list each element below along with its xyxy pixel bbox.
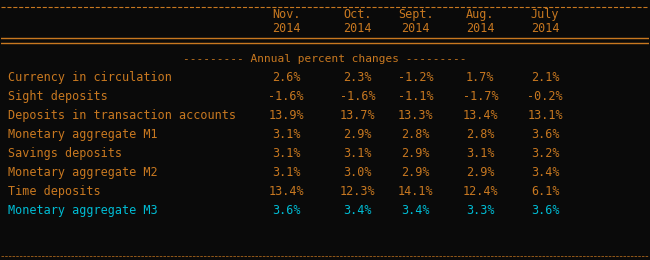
Text: -0.2%: -0.2% — [527, 90, 563, 103]
Text: 2014: 2014 — [272, 22, 300, 35]
Text: 2.9%: 2.9% — [401, 147, 430, 160]
Text: 2.6%: 2.6% — [272, 71, 300, 84]
Text: 2.9%: 2.9% — [401, 166, 430, 179]
Text: 2.9%: 2.9% — [466, 166, 495, 179]
Text: Currency in circulation: Currency in circulation — [8, 71, 172, 84]
Text: 14.1%: 14.1% — [398, 185, 434, 198]
Text: -1.6%: -1.6% — [268, 90, 304, 103]
Text: 2.8%: 2.8% — [401, 128, 430, 141]
Text: Oct.: Oct. — [343, 8, 372, 21]
Text: 12.3%: 12.3% — [339, 185, 375, 198]
Text: -1.2%: -1.2% — [398, 71, 434, 84]
Text: 2014: 2014 — [466, 22, 495, 35]
Text: 13.7%: 13.7% — [339, 109, 375, 122]
Text: 3.4%: 3.4% — [401, 204, 430, 217]
Text: 3.1%: 3.1% — [272, 147, 300, 160]
Text: 12.4%: 12.4% — [463, 185, 498, 198]
Text: 3.1%: 3.1% — [343, 147, 372, 160]
Text: Aug.: Aug. — [466, 8, 495, 21]
Text: 3.0%: 3.0% — [343, 166, 372, 179]
Text: --------- Annual percent changes ---------: --------- Annual percent changes -------… — [183, 54, 467, 63]
Text: 2.9%: 2.9% — [343, 128, 372, 141]
Text: 3.1%: 3.1% — [466, 147, 495, 160]
Text: Monetary aggregate M1: Monetary aggregate M1 — [8, 128, 157, 141]
Text: 2014: 2014 — [531, 22, 559, 35]
Text: Monetary aggregate M2: Monetary aggregate M2 — [8, 166, 157, 179]
Text: 2.3%: 2.3% — [343, 71, 372, 84]
Text: 3.6%: 3.6% — [272, 204, 300, 217]
Text: 3.3%: 3.3% — [466, 204, 495, 217]
Text: Time deposits: Time deposits — [8, 185, 101, 198]
Text: 3.2%: 3.2% — [531, 147, 559, 160]
Text: -1.6%: -1.6% — [339, 90, 375, 103]
Text: 2014: 2014 — [401, 22, 430, 35]
Text: 2.1%: 2.1% — [531, 71, 559, 84]
Text: 3.4%: 3.4% — [343, 204, 372, 217]
Text: 13.3%: 13.3% — [398, 109, 434, 122]
Text: 13.9%: 13.9% — [268, 109, 304, 122]
Text: Nov.: Nov. — [272, 8, 300, 21]
Text: Monetary aggregate M3: Monetary aggregate M3 — [8, 204, 157, 217]
Text: 3.1%: 3.1% — [272, 128, 300, 141]
Text: 13.4%: 13.4% — [463, 109, 498, 122]
Text: 3.6%: 3.6% — [531, 128, 559, 141]
Text: Deposits in transaction accounts: Deposits in transaction accounts — [8, 109, 236, 122]
Text: -1.1%: -1.1% — [398, 90, 434, 103]
Text: 2014: 2014 — [343, 22, 372, 35]
Text: 1.7%: 1.7% — [466, 71, 495, 84]
Text: 3.1%: 3.1% — [272, 166, 300, 179]
Text: 13.1%: 13.1% — [527, 109, 563, 122]
Text: 13.4%: 13.4% — [268, 185, 304, 198]
Text: 3.4%: 3.4% — [531, 166, 559, 179]
Text: Sight deposits: Sight deposits — [8, 90, 108, 103]
Text: Savings deposits: Savings deposits — [8, 147, 122, 160]
Text: 3.6%: 3.6% — [531, 204, 559, 217]
Text: July: July — [531, 8, 559, 21]
Text: Sept.: Sept. — [398, 8, 434, 21]
Text: 6.1%: 6.1% — [531, 185, 559, 198]
Text: 2.8%: 2.8% — [466, 128, 495, 141]
Text: -1.7%: -1.7% — [463, 90, 498, 103]
